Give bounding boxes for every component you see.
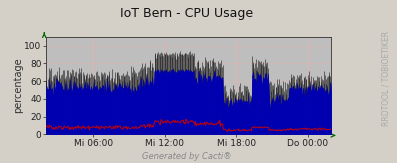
Text: IoT Bern - CPU Usage: IoT Bern - CPU Usage [120,7,253,20]
Y-axis label: percentage: percentage [13,58,23,113]
Text: Generated by Cacti®: Generated by Cacti® [142,152,231,161]
Text: RRDTOOL / TOBIOETIKER: RRDTOOL / TOBIOETIKER [382,31,390,126]
